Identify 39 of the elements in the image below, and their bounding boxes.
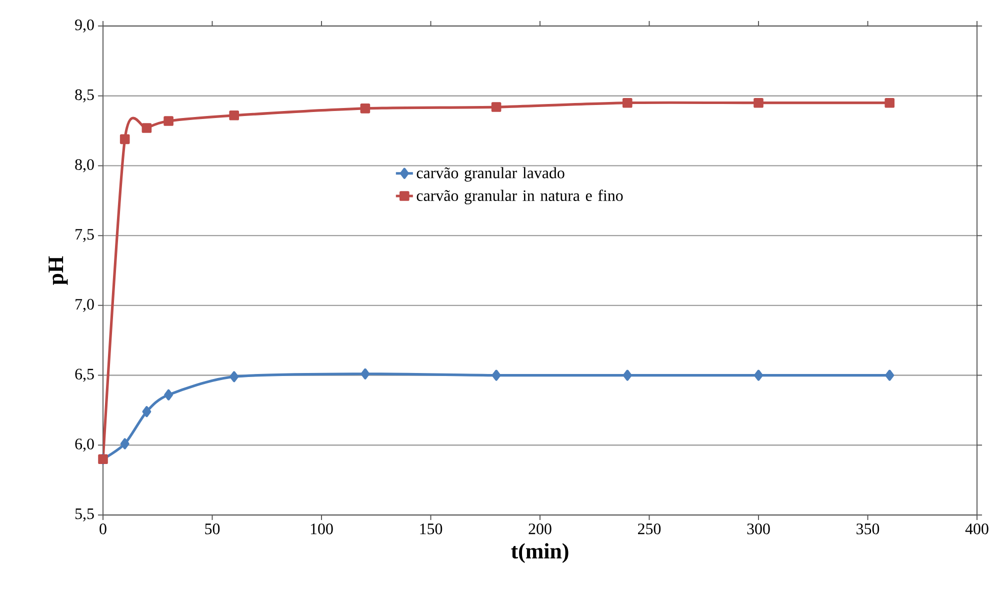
- point: [622, 98, 632, 108]
- y-tick-label: 6,5: [75, 368, 94, 382]
- x-tick-label: 400: [965, 524, 988, 534]
- point: [492, 370, 501, 381]
- point: [229, 110, 240, 120]
- point: [754, 98, 764, 108]
- x-tick-label: 200: [528, 524, 552, 534]
- y-axis-title: pH: [48, 256, 68, 285]
- point: [884, 98, 895, 108]
- x-tick-label: 50: [205, 524, 220, 534]
- legend-label: carvão granular in natura e fino: [416, 190, 623, 204]
- point: [120, 134, 130, 144]
- x-tick-label: 250: [638, 524, 661, 534]
- point: [360, 368, 370, 380]
- y-tick-label: 8,5: [75, 89, 94, 102]
- y-tick-label: 7,0: [76, 298, 94, 312]
- point: [164, 116, 174, 126]
- x-tick-label: 0: [100, 524, 106, 534]
- y-tick-label: 6,0: [75, 438, 94, 452]
- x-tick-label: 350: [856, 524, 880, 534]
- point: [164, 389, 173, 400]
- y-tick-label: 8,0: [75, 159, 94, 172]
- legend-label: carvão granular lavado: [416, 167, 564, 182]
- point: [754, 370, 763, 381]
- point: [885, 370, 894, 381]
- y-tick-label: 9,0: [75, 19, 94, 33]
- point: [622, 370, 632, 381]
- point: [120, 438, 130, 450]
- y-tick-label: 5,5: [75, 508, 94, 522]
- point: [142, 123, 152, 133]
- point: [491, 102, 502, 112]
- x-tick-label: 300: [747, 524, 770, 534]
- y-tick-label: 7,5: [76, 229, 94, 242]
- point: [360, 104, 370, 114]
- point: [142, 406, 152, 418]
- x-tick-label: 100: [310, 524, 333, 534]
- x-axis-title: t(min): [511, 543, 568, 563]
- x-tick-label: 150: [420, 524, 442, 534]
- point: [230, 371, 239, 382]
